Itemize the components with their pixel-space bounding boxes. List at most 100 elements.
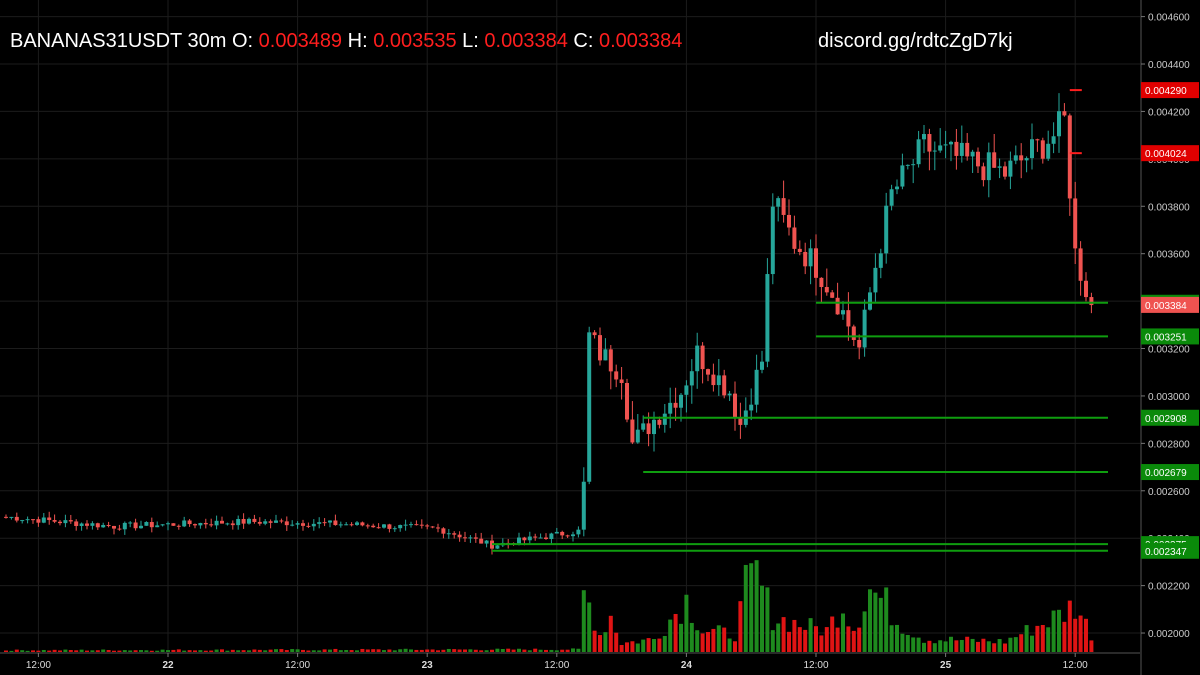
- time-tick-label: 12:00: [1063, 660, 1088, 671]
- candle-body: [830, 292, 835, 298]
- candle-body: [355, 522, 359, 525]
- candle-body: [414, 524, 419, 526]
- volume-bar: [878, 597, 883, 652]
- volume-bar: [403, 648, 408, 652]
- candle-body: [47, 517, 52, 521]
- volume-bar: [733, 641, 737, 652]
- candle-body: [193, 524, 197, 526]
- candle-body: [473, 537, 478, 539]
- candle-body: [409, 524, 413, 526]
- candle-body: [673, 402, 678, 408]
- level-price-label: 0.003251: [1145, 332, 1187, 343]
- price-axis[interactable]: 0.0020000.0022000.0024000.0026000.002800…: [1140, 0, 1199, 675]
- candle-body: [144, 522, 149, 526]
- candle-body: [749, 404, 754, 411]
- candle-body: [128, 522, 133, 524]
- last-price-label: 0.003384: [1145, 301, 1187, 312]
- candle-body: [360, 522, 365, 526]
- candle-body: [1035, 139, 1040, 141]
- candle-body: [382, 524, 386, 528]
- volume-bar: [943, 641, 948, 652]
- candle-body: [36, 519, 41, 523]
- candle-body: [214, 520, 219, 526]
- candle-body: [916, 139, 921, 165]
- volume-bar: [857, 627, 862, 652]
- volume-bar: [565, 649, 570, 652]
- candle-body: [965, 142, 970, 157]
- volume-bar: [419, 649, 424, 652]
- level-price-label: 0.002347: [1145, 547, 1187, 558]
- volume-bar: [668, 619, 673, 652]
- candle-body: [79, 523, 84, 526]
- time-axis[interactable]: 12:00 22 12:00 23 12:00 24 12:00 25 12:00: [0, 652, 1140, 671]
- candle-body: [1008, 160, 1013, 177]
- volume-bar: [684, 594, 689, 652]
- candle-body: [290, 524, 295, 526]
- support-resistance-levels: [492, 89, 1108, 552]
- volume-bar: [193, 650, 197, 652]
- volume-bar: [511, 649, 516, 652]
- candle-body: [344, 524, 349, 526]
- candle-body: [349, 524, 354, 526]
- candle-body: [517, 537, 521, 545]
- price-tick-label: 0.004200: [1148, 107, 1190, 118]
- candle-body: [970, 151, 975, 157]
- candle-body: [457, 534, 462, 538]
- volume-bar: [495, 648, 500, 652]
- candle-body: [25, 519, 30, 521]
- candle-body: [986, 152, 991, 181]
- volume-bar: [371, 649, 376, 652]
- volume-bar: [144, 650, 149, 652]
- close-label: C:: [573, 30, 594, 52]
- volume-bar: [614, 632, 619, 652]
- volume-bar: [522, 649, 527, 652]
- volume-bar: [884, 587, 889, 652]
- volume-bar: [149, 650, 154, 652]
- candle-body: [149, 522, 154, 528]
- candle-body: [171, 523, 176, 526]
- volume-bar: [868, 589, 872, 652]
- candle-body: [911, 164, 916, 166]
- candle-body: [1062, 111, 1067, 116]
- candle-body: [1040, 140, 1045, 159]
- volume-bar: [754, 560, 759, 652]
- volume-bar: [306, 650, 311, 652]
- volume-bar: [214, 649, 219, 652]
- volume-bar: [965, 636, 970, 652]
- volume-bar: [436, 650, 440, 652]
- volume-bar: [1030, 635, 1034, 652]
- candle-body: [1003, 166, 1007, 177]
- candle-body: [873, 267, 878, 293]
- price-tick-label: 0.002200: [1148, 582, 1190, 593]
- price-tick-label: 0.002600: [1148, 487, 1190, 498]
- candle-body: [700, 345, 705, 370]
- candle-body: [328, 520, 332, 523]
- ohlc-header: BANANAS31USDT 30m O: 0.003489 H: 0.00353…: [10, 30, 682, 53]
- volume-bar: [916, 637, 921, 652]
- volume-bar: [679, 623, 683, 652]
- volume-bar: [360, 648, 365, 652]
- volume-bar: [338, 650, 343, 652]
- time-tick-label: 22: [162, 660, 174, 671]
- volume-bar: [716, 625, 721, 652]
- volume-bar: [220, 649, 224, 652]
- candle-body: [1024, 158, 1029, 161]
- candle-body: [365, 525, 370, 527]
- volume-bar: [819, 635, 824, 652]
- candle-body: [722, 375, 727, 396]
- level-price-label: 0.002679: [1145, 468, 1187, 479]
- candle-body: [646, 423, 651, 435]
- volume-bar: [36, 650, 41, 652]
- volume-bar: [392, 650, 397, 652]
- candle-body: [868, 292, 872, 310]
- volume-bar: [954, 640, 959, 652]
- candle-body: [922, 134, 926, 140]
- candle-body: [587, 332, 592, 482]
- price-tick-label: 0.002800: [1148, 439, 1190, 450]
- volume-bar: [797, 627, 802, 652]
- volume-bar: [1024, 625, 1029, 652]
- candle-body: [1030, 139, 1034, 159]
- discord-link[interactable]: discord.gg/rdtcZgD7kj: [818, 30, 1013, 52]
- candle-body: [1089, 297, 1094, 306]
